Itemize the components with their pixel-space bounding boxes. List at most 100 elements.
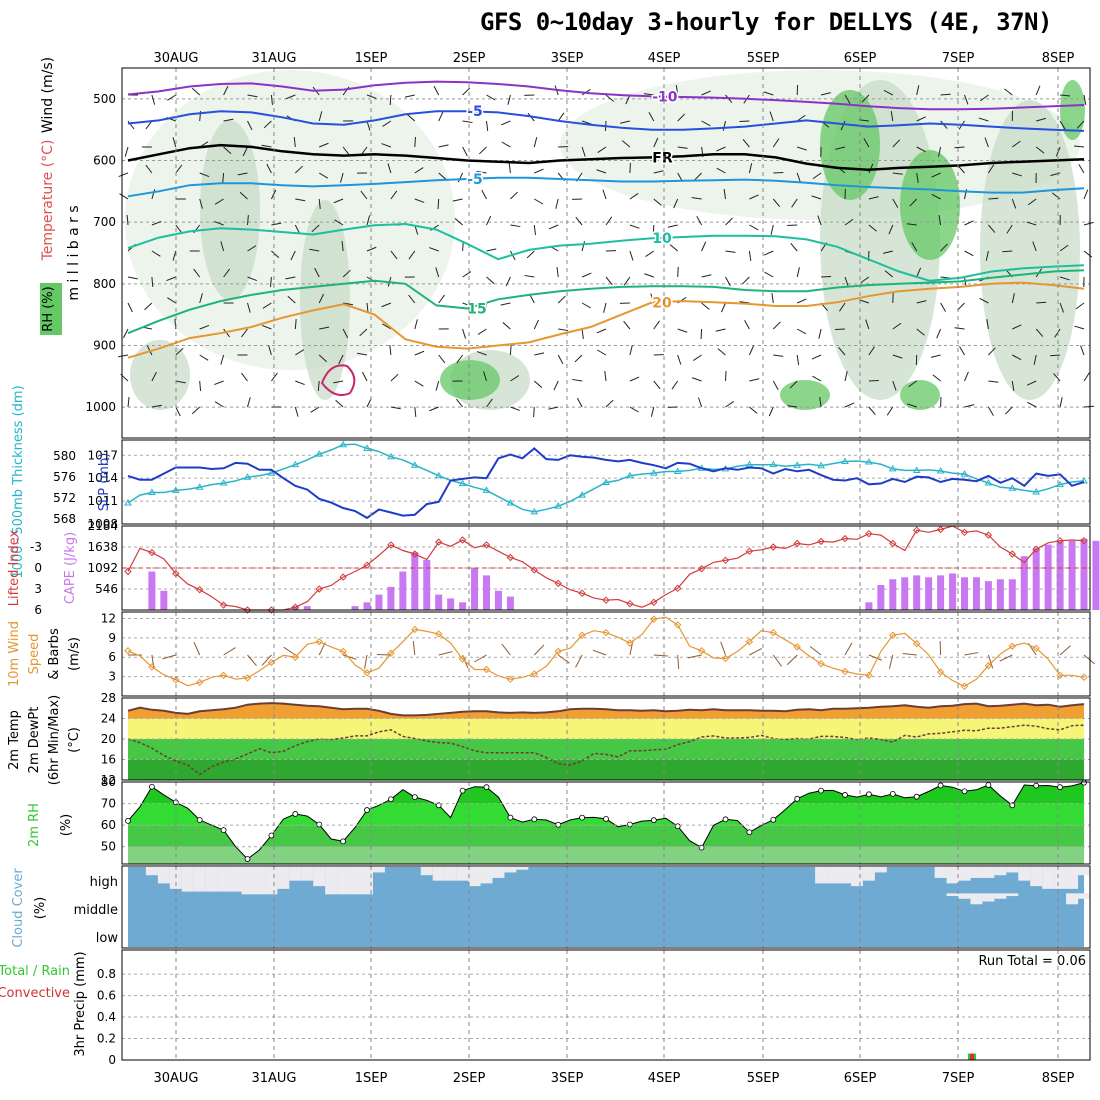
wind-barb [772, 321, 781, 330]
panel-tick-label: 70 [101, 797, 116, 811]
cape-bar [1056, 540, 1064, 610]
rh-marker [961, 788, 968, 795]
wind-barb [817, 215, 822, 226]
wind-barb [938, 146, 942, 157]
cloud-mid-gap [958, 893, 971, 899]
wind-barb [241, 328, 248, 338]
wind-barb [237, 172, 248, 176]
wind-barb [1006, 224, 1013, 234]
thickness-marker [482, 486, 491, 493]
wind-barb [984, 137, 989, 148]
wind-barb [581, 146, 586, 157]
rh-marker [316, 821, 323, 828]
temp-clip [128, 698, 1084, 716]
wind-barb [505, 276, 511, 287]
wind-barb [223, 118, 234, 122]
wind-barb [294, 165, 303, 174]
wind-barb [509, 344, 512, 356]
sounding-tick-label: 900 [93, 339, 116, 353]
wind-barb [476, 170, 487, 174]
wind-barb [1012, 140, 1021, 148]
wind-barb [985, 250, 989, 261]
wind-barb [811, 195, 822, 200]
wind-barb [1012, 324, 1022, 330]
wind-barb [438, 144, 449, 148]
lifted-index-marker [769, 543, 778, 551]
cloud-mid-gap [994, 893, 1007, 899]
wind-barb [366, 246, 377, 252]
wind-barb [980, 94, 989, 102]
day-label-bottom: 2SEP [453, 1071, 486, 1086]
cloud-high-gap [862, 867, 875, 881]
lifted-index-marker [1032, 545, 1040, 553]
wind-barb [294, 406, 299, 417]
rh-marker [818, 787, 824, 794]
wind-barb [319, 326, 330, 330]
lifted-index-marker [315, 585, 323, 593]
slp-axis-label: SLP (mb) [97, 453, 112, 512]
wind-barb [1083, 221, 1094, 226]
wind-barb [553, 380, 559, 391]
wind-barb [653, 170, 664, 174]
wind10-speed-marker [458, 655, 467, 663]
cape-bar [435, 594, 443, 610]
wind-barb [909, 198, 918, 207]
wind-barb [787, 405, 798, 408]
wind-barb [964, 94, 969, 105]
lifted-index-marker [219, 601, 228, 609]
wind10-speed-marker [1032, 644, 1040, 652]
wind-barb [151, 371, 157, 382]
wind-barb [844, 218, 854, 226]
wind-barb [671, 380, 679, 390]
lifted-index-marker [650, 598, 658, 607]
wind-barb [669, 244, 679, 252]
precip-tick-label: 0.6 [97, 989, 116, 1003]
wind-barb [167, 297, 177, 304]
wind-barb [533, 380, 543, 388]
wind-barb [175, 406, 181, 417]
cloud-axis-label: Cloud Cover [11, 868, 26, 948]
cape-tick-label: 1638 [87, 540, 118, 554]
wind10-speed-marker [936, 668, 945, 676]
thickness-marker [363, 444, 371, 451]
wind-barb [435, 380, 440, 391]
wind-barb [988, 347, 996, 356]
thickness-marker [410, 461, 419, 468]
cape-bar [1044, 544, 1052, 610]
thickness-tick-label: 576 [53, 470, 76, 484]
wind-barb [748, 250, 752, 261]
wind-barb [502, 322, 511, 330]
thickness-marker [817, 461, 825, 469]
lifted-index-tick-label: 6 [34, 603, 42, 617]
wind-barb [796, 354, 800, 365]
wind-barb [1083, 372, 1090, 382]
wind10-speed-marker [984, 661, 993, 670]
cape-bar [387, 586, 395, 610]
wind-barb [223, 85, 229, 96]
wind-barb [486, 398, 493, 408]
rh-marker [196, 817, 203, 823]
wind-barb [429, 247, 439, 252]
wind-barb [271, 222, 282, 226]
thickness-tick-label: 572 [53, 491, 76, 505]
wind-barb [414, 319, 418, 330]
wind-barb [478, 146, 487, 155]
lifted-index-marker [434, 538, 443, 546]
contour-label: -5 [467, 104, 483, 120]
cape-axis-label: CAPE (J/kg) [63, 532, 78, 604]
wind-barb [271, 372, 278, 382]
wind-barb [366, 94, 377, 99]
wind-barb [677, 113, 686, 122]
cloud-high-gap [157, 867, 170, 884]
wind-barb [979, 297, 989, 304]
day-label-top: 30AUG [153, 51, 198, 66]
wind-barb [698, 397, 703, 408]
wind-barb [334, 219, 344, 226]
wind10-speed-marker [172, 676, 180, 684]
rh-marker [603, 816, 609, 822]
wind-barb [199, 172, 210, 178]
wind-barb [907, 403, 917, 408]
wind-barb [533, 224, 537, 235]
day-label-bottom: 5SEP [747, 1071, 780, 1086]
wind-barb [362, 371, 368, 382]
